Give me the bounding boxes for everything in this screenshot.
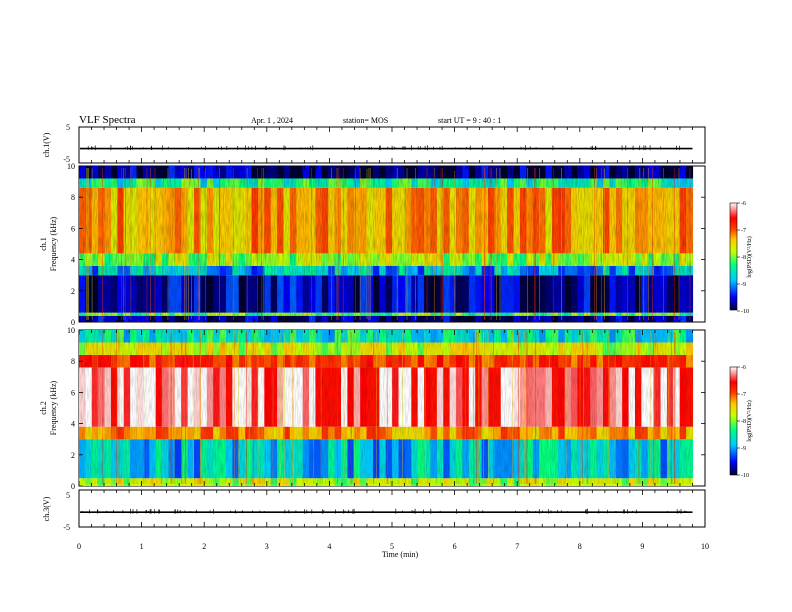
time-tick-label: 2 [202,542,206,551]
ch1-spec-ytick-label: 0 [71,318,75,327]
ch2-colorbar-gradient [729,366,738,476]
ch2-spec-ytick-label: 10 [67,326,75,335]
ch2-colorbar-label: log(PSD)(V²/Hz) [746,400,753,441]
ch1-spectrogram-texture [79,166,693,320]
ch3-ytick-bottom: -5 [63,523,70,532]
ch1-waveform-ylabel: ch.1(V) [42,132,51,157]
ch2-spec-ytick-label: 2 [71,451,75,460]
ch2-spec-cb-tick-label: -9 [741,446,746,452]
time-tick-label: 6 [453,542,457,551]
ch1-spectrogram-panel: 0 2 4 6 8 10 ch.1 Frequency (kHz) -6 -7 -8 -9 -10… [39,162,753,327]
ch2-spec-cb-tick-label: -10 [741,473,749,479]
ch2-spectrogram-texture [79,330,693,484]
ch1-ytick-bottom: -5 [63,155,70,164]
ch1-spec-ytick-label: 8 [71,193,75,202]
ch1-spec-cb-tick-label: -6 [741,201,746,207]
time-axis-label: Time (min) [382,550,419,559]
ch2-spec-ytick-label: 6 [71,388,75,397]
ch2-spec-ytick-label: 8 [71,357,75,366]
ch3-waveform-trace [80,508,693,514]
ch2-spectrogram-yticks: 0 2 4 6 8 10 [67,326,705,491]
ch1-colorbar-gradient [729,202,738,311]
ch3-waveform-panel: 5 -5 ch.3(V) [42,489,706,532]
ch2-spec-cb-tick-label: -6 [741,365,746,371]
ch3-waveform-frame [78,489,706,528]
ch2-spec-cb-tick-label: -7 [741,392,746,398]
ch1-waveform-panel: 5 -5 ch.1(V) [42,123,706,164]
ch2-spec-cb-tick-label: -8 [741,419,746,425]
ch1-spectrogram-channel-label: ch.1 [39,237,48,251]
ch1-waveform-frame [78,126,706,164]
ch1-spec-cb-tick-label: -8 [741,255,746,261]
ch1-spec-cb-tick-label: -7 [741,228,746,234]
time-tick-label: 9 [640,542,644,551]
ch3-waveform-ticks [79,489,83,528]
ch1-spectrogram-yticks: 0 2 4 6 8 10 [67,162,705,327]
ch1-spec-ytick-label: 10 [67,162,75,171]
time-tick-label: 10 [701,542,709,551]
start-time-label: start UT = 9 : 40 : 1 [438,116,501,125]
time-tick-label: 3 [265,542,269,551]
ch2-spec-ytick-label: 4 [71,420,75,429]
ch1-spec-ytick-label: 6 [71,224,75,233]
ch3-waveform-ylabel: ch.3(V) [42,496,51,521]
date-label: Apr. 1 , 2024 [251,116,293,125]
ch2-colorbar-ticks: -6 -7 -8 -9 -10 [737,365,749,479]
time-axis: 0 1 2 3 4 5 6 7 8 9 10 [77,127,709,551]
ch1-waveform-ticks [79,126,83,164]
ch2-spectrogram-channel-label: ch.2 [39,401,48,415]
station-label: station= MOS [343,116,388,125]
ch1-waveform-trace [80,145,693,151]
ch3-ytick-top: 5 [66,491,70,500]
time-tick-label: 7 [515,542,519,551]
ch1-spec-cb-tick-label: -10 [741,309,749,315]
time-tick-label: 4 [327,542,331,551]
ch1-spectrogram-ylabel: Frequency (kHz) [49,216,58,271]
ch1-ytick-top: 5 [66,123,70,132]
ch1-spec-ytick-label: 4 [71,256,75,265]
ch2-spectrogram-ylabel: Frequency (kHz) [49,380,58,435]
ch1-spec-cb-tick-label: -9 [741,282,746,288]
ch2-spec-ytick-label: 0 [71,482,75,491]
ch2-colorbar: -6 -7 -8 -9 -10 log(PSD)(V²/Hz) [729,365,753,479]
time-tick-label: 1 [140,542,144,551]
figure-title: VLF Spectra [79,114,136,126]
time-tick-label: 0 [77,542,81,551]
ch1-colorbar-label: log(PSD)(V²/Hz) [746,236,753,277]
ch1-colorbar: -6 -7 -8 -9 -10 log(PSD)(V²/Hz) [729,201,753,315]
ch1-colorbar-ticks: -6 -7 -8 -9 -10 [737,201,749,315]
time-tick-label: 8 [578,542,582,551]
ch1-spec-ytick-label: 2 [71,287,75,296]
ch2-spectrogram-panel: 0 2 4 6 8 10 ch.2 Frequency (kHz) -6 -7 -8 -9 -10… [39,326,753,491]
time-tick-label: 5 [390,542,394,551]
